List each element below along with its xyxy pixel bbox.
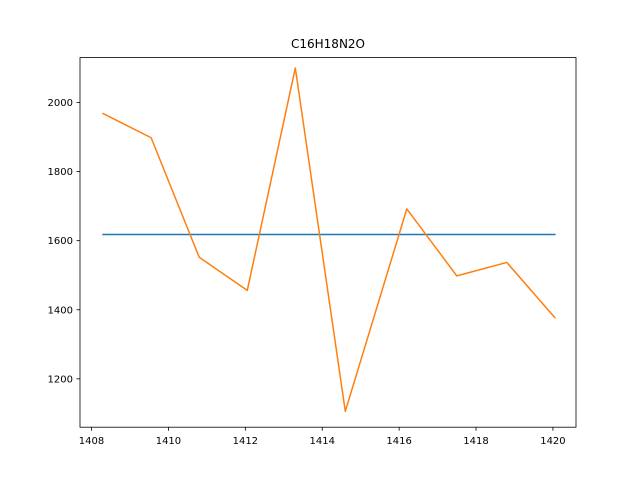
x-tick-label: 1416 [386, 436, 411, 447]
x-tick-label: 1418 [463, 436, 488, 447]
y-tick-label: 1200 [48, 374, 73, 385]
x-tick-label: 1420 [540, 436, 565, 447]
y-tick-label: 1600 [48, 236, 73, 247]
series-line-2 [102, 67, 556, 413]
x-tick-label: 1408 [79, 436, 104, 447]
plot-frame [79, 57, 577, 428]
x-axis-ticks: 1408 1410 1412 1414 1416 1418 1420 [79, 427, 566, 447]
chart-title: C16H18N2O [291, 37, 365, 51]
y-tick-label: 2000 [48, 98, 73, 109]
series-layer [102, 67, 556, 413]
x-tick-label: 1414 [310, 436, 335, 447]
y-axis-ticks: 1200 1400 1600 1800 2000 [48, 98, 80, 385]
y-tick-label: 1400 [48, 305, 73, 316]
x-tick-label: 1410 [156, 436, 181, 447]
x-tick-label: 1412 [233, 436, 258, 447]
y-tick-label: 1800 [48, 167, 73, 178]
